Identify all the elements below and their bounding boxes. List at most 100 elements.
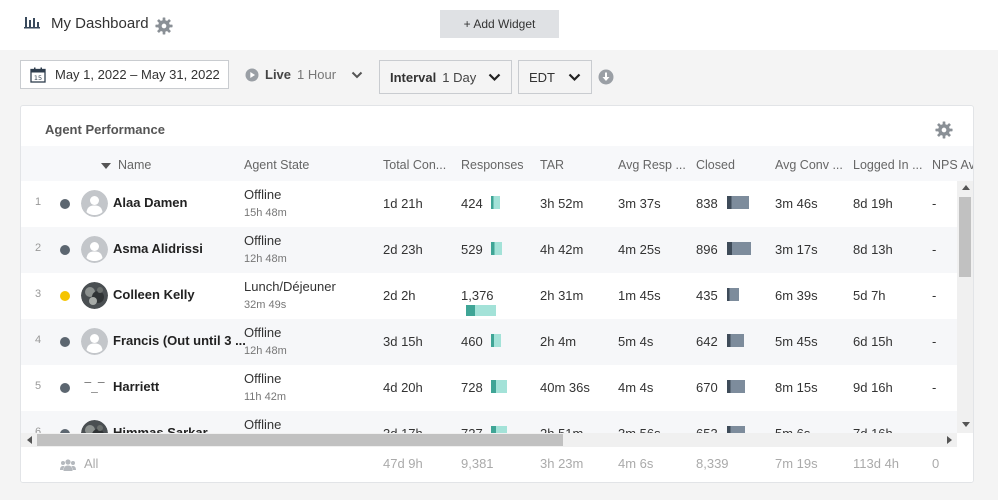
agent-name[interactable]: Himmas Sarkar [113, 425, 208, 433]
closed-bar [727, 288, 739, 301]
filter-bar: 15 May 1, 2022 – May 31, 2022 Live 1 Hou… [0, 50, 998, 105]
interval-label: Interval [390, 69, 437, 85]
agent-name[interactable]: Asma Alidrissi [113, 241, 203, 256]
agent-state: Offline [244, 187, 282, 202]
gear-icon[interactable] [935, 121, 953, 139]
table-row[interactable]: 2 Asma Alidrissi Offline 12h 48m 2d 23h 529 4h… [21, 227, 957, 273]
responses-bar [491, 334, 501, 347]
chevron-down-icon[interactable] [351, 71, 363, 79]
footer-tar: 3h 23m [540, 456, 584, 471]
top-bar: My Dashboard + Add Widget [0, 0, 998, 50]
download-icon[interactable] [598, 69, 614, 85]
row-number: 5 [35, 380, 42, 392]
cell-responses: 529 [461, 242, 483, 257]
row-number: 4 [35, 334, 42, 346]
footer-total-conversations: 47d 9h [383, 456, 423, 471]
cell-responses: 728 [461, 380, 483, 395]
agent-state-duration: 12h 48m [244, 253, 287, 265]
default-avatar [81, 328, 108, 355]
agent-name[interactable]: Francis (Out until 3 ... [113, 333, 246, 348]
cell-total-conversations: 1d 21h [383, 196, 423, 211]
row-number: 1 [35, 196, 42, 208]
horizontal-scroll-thumb[interactable] [37, 434, 563, 446]
agent-state-duration: 11h 42m [244, 391, 286, 403]
cell-avg-response: 1m 45s [618, 288, 661, 303]
cell-avg-response: 4m 4s [618, 380, 654, 395]
footer-avg-conversation: 7m 19s [775, 456, 818, 471]
scroll-right-arrow[interactable] [947, 436, 952, 444]
live-toggle[interactable]: Live 1 Hour [245, 67, 336, 82]
cell-responses: 727 [461, 426, 483, 433]
row-number: 2 [35, 242, 42, 254]
svg-text:15: 15 [34, 74, 42, 82]
agent-state: Offline [244, 233, 282, 248]
table-row[interactable]: 6 Himmas Sarkar Offline 3d 17h 727 2h 51m 3m 5… [21, 411, 957, 433]
table-row[interactable]: 4 Francis (Out until 3 ... Offline 12h 48m 3… [21, 319, 957, 365]
column-header-nps[interactable]: NPS Av [932, 158, 974, 172]
column-header-tar[interactable]: TAR [540, 158, 565, 172]
column-header-avg-conversation[interactable]: Avg Conv ... [775, 158, 843, 172]
row-number: 6 [35, 426, 42, 433]
table-body: 1 Alaa Damen Offline 15h 48m 1d 21h 424 3h 52m… [21, 181, 957, 433]
cell-avg-response: 3m 56s [618, 426, 661, 433]
responses-bar [466, 305, 496, 316]
cell-responses: 424 [461, 196, 483, 211]
agent-name[interactable]: Alaa Damen [113, 195, 188, 210]
add-widget-button[interactable]: + Add Widget [440, 10, 559, 38]
timezone-select[interactable]: EDT [518, 60, 592, 94]
table-row[interactable]: 3 Colleen Kelly Lunch/Déjeuner 32m 49s 2d 2h… [21, 273, 957, 319]
cell-tar: 2h 4m [540, 334, 577, 349]
column-header-responses[interactable]: Responses [461, 158, 524, 172]
timezone-value: EDT [529, 69, 555, 85]
agent-name[interactable]: Colleen Kelly [113, 287, 195, 302]
cell-logged-in: 7d 16h [853, 426, 893, 433]
agent-state: Offline [244, 371, 282, 386]
cell-closed: 653 [696, 426, 718, 433]
cell-tar: 2h 31m [540, 288, 584, 303]
footer-responses: 9,381 [461, 456, 494, 471]
cell-logged-in: 5d 7h [853, 288, 886, 303]
row-number: 3 [35, 288, 42, 300]
scroll-down-arrow[interactable] [962, 422, 970, 427]
table-row[interactable]: 5 ¯_¯ Harriett Offline 11h 42m 4d 20h 728 40m 3… [21, 365, 957, 411]
cell-total-conversations: 3d 17h [383, 426, 423, 433]
column-header-agent-state[interactable]: Agent State [244, 158, 310, 172]
cell-closed: 838 [696, 196, 718, 211]
cell-nps: - [932, 334, 937, 349]
footer-nps: 0 [932, 456, 940, 471]
play-icon [245, 68, 259, 81]
status-dot [60, 383, 70, 393]
scroll-up-arrow[interactable] [962, 185, 970, 190]
column-header-avg-response[interactable]: Avg Resp ... [618, 158, 686, 172]
column-header-logged-in[interactable]: Logged In ... [853, 158, 923, 172]
cell-logged-in: 9d 16h [853, 380, 893, 395]
horizontal-scrollbar[interactable] [21, 433, 957, 447]
date-range-label: May 1, 2022 – May 31, 2022 [55, 67, 220, 82]
table-header: Name Agent State Total Con... Responses … [21, 146, 974, 181]
agent-name[interactable]: Harriett [113, 379, 160, 394]
vertical-scrollbar[interactable] [957, 181, 973, 433]
status-dot [60, 199, 70, 209]
cell-responses: 460 [461, 334, 483, 349]
table-row[interactable]: 1 Alaa Damen Offline 15h 48m 1d 21h 424 3h 52m… [21, 181, 957, 227]
cell-avg-response: 3m 37s [618, 196, 661, 211]
cell-tar: 2h 51m [540, 426, 583, 433]
page-title: My Dashboard [51, 15, 149, 32]
vertical-scroll-thumb[interactable] [959, 197, 971, 277]
scroll-left-arrow[interactable] [27, 436, 32, 444]
photo-avatar [81, 282, 108, 309]
bar-chart-icon [24, 17, 40, 29]
status-dot [60, 291, 70, 301]
interval-select[interactable]: Interval 1 Day [379, 60, 512, 94]
cell-logged-in: 8d 13h [853, 242, 893, 257]
column-header-name[interactable]: Name [101, 158, 151, 172]
gear-icon[interactable] [155, 17, 173, 35]
footer-logged-in: 113d 4h [853, 456, 900, 471]
agent-state-duration: 12h 48m [244, 345, 287, 357]
footer-closed: 8,339 [696, 456, 729, 471]
column-header-total-conversations[interactable]: Total Con... [383, 158, 447, 172]
date-range-picker[interactable]: 15 May 1, 2022 – May 31, 2022 [20, 60, 229, 89]
responses-bar [491, 242, 502, 255]
cell-avg-conversation: 3m 46s [775, 196, 818, 211]
column-header-closed[interactable]: Closed [696, 158, 735, 172]
